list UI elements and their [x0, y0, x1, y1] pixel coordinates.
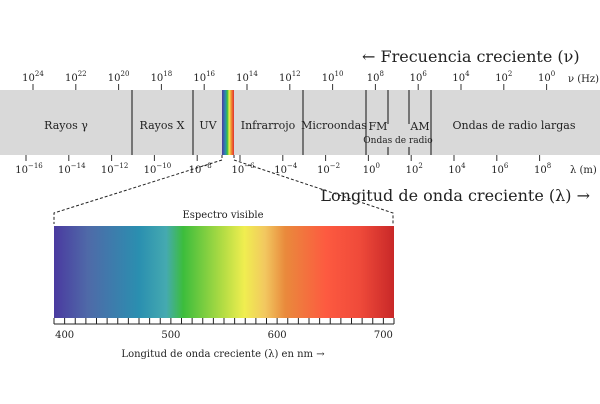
frequency-tick-label: 1012 — [279, 70, 301, 84]
frequency-tick-label: 106 — [410, 70, 428, 84]
wavelength-tick-label: 10−4 — [274, 162, 298, 176]
frequency-tick-label: 1010 — [322, 70, 344, 84]
visible-axis-title: Longitud de onda creciente (λ) en nm → — [121, 349, 325, 360]
region-label: FM — [369, 120, 388, 133]
spectrum-band — [0, 90, 600, 155]
visible-tick-label: 700 — [374, 330, 393, 341]
frequency-tick-label: 1014 — [236, 70, 258, 84]
wavelength-axis-title: Longitud de onda creciente (λ) → — [320, 186, 590, 205]
frequency-tick-label: 1016 — [193, 70, 215, 84]
wavelength-tick-label: 10−16 — [15, 162, 43, 176]
wavelength-tick-label: 100 — [363, 162, 380, 176]
region-label: Infrarrojo — [241, 119, 296, 132]
frequency-axis-title: ← Frecuencia creciente (ν) — [362, 47, 580, 66]
frequency-unit: ν (Hz) — [568, 74, 599, 85]
visible-band-mini — [222, 90, 234, 155]
wavelength-tick-label: 106 — [491, 162, 509, 176]
radio-waves-label: Ondas de radio — [363, 136, 432, 146]
region-label: Microondas — [301, 119, 367, 132]
frequency-tick-label: 1022 — [65, 70, 87, 84]
wavelength-unit: λ (m) — [570, 165, 597, 176]
wavelength-tick-label: 108 — [534, 162, 551, 176]
zoom-dashed-lines — [53, 155, 394, 224]
region-label: Ondas de radio largas — [453, 119, 576, 132]
frequency-tick-label: 100 — [538, 70, 555, 84]
wavelength-tick-label: 10−2 — [317, 162, 340, 176]
frequency-tick-label: 1024 — [22, 70, 44, 84]
wavelength-tick-label: 104 — [448, 162, 466, 176]
frequency-tick-label: 1018 — [151, 70, 173, 84]
wavelength-tick-label: 10−6 — [231, 162, 255, 176]
wavelength-tick-label: 10−14 — [58, 162, 86, 176]
region-label: AM — [409, 120, 429, 133]
visible-tick-label: 400 — [55, 330, 74, 341]
wavelength-tick-label: 10−12 — [101, 162, 129, 176]
visible-tick-label: 500 — [161, 330, 180, 341]
frequency-tick-label: 102 — [495, 70, 512, 84]
region-label: Rayos X — [140, 119, 185, 132]
region-label: Rayos γ — [44, 119, 88, 132]
frequency-tick-label: 1020 — [108, 70, 130, 84]
frequency-tick-label: 104 — [452, 70, 470, 84]
frequency-tick-label: 108 — [367, 70, 384, 84]
visible-spectrum-gradient — [54, 226, 394, 318]
visible-spectrum-title: Espectro visible — [182, 210, 263, 221]
wavelength-tick-label: 102 — [406, 162, 423, 176]
region-label: UV — [199, 119, 217, 132]
wavelength-tick-label: 10−10 — [144, 162, 172, 176]
visible-tick-label: 600 — [268, 330, 287, 341]
